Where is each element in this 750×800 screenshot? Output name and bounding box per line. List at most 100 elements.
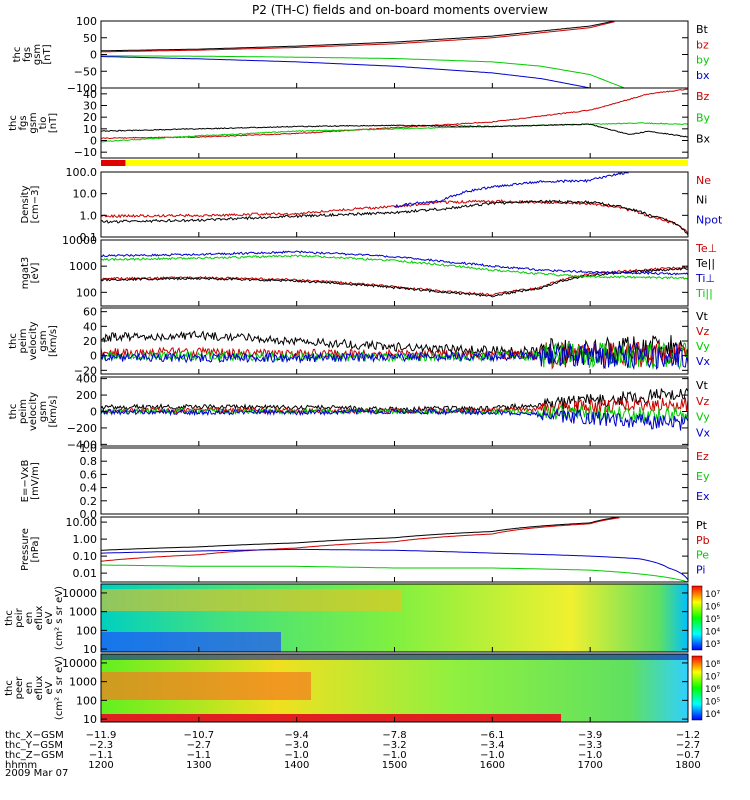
y-tick-label: 400 (76, 373, 97, 386)
panel-frame (100, 516, 689, 583)
figure-title: P2 (TH-C) fields and on-board moments ov… (252, 3, 548, 17)
y-tick-label: 30 (83, 100, 97, 113)
y-tick-label: 0.01 (73, 567, 98, 580)
y-axis-label: en (24, 682, 35, 695)
colorbar-tick-label: 10⁶ (705, 685, 720, 695)
x-tick-label: 1600 (480, 760, 505, 771)
series-line-Vx (100, 407, 689, 431)
series-line-Ti (100, 254, 688, 280)
y-axis-label: [mV/m] (30, 462, 41, 500)
y-tick-label: 100.0 (66, 166, 98, 179)
y-axis-label: (cm² s sr eV) (54, 586, 65, 650)
y-axis-label: Pressure (20, 528, 31, 571)
y-axis-label: [eV] (30, 263, 41, 284)
legend-entry-bx: bx (696, 69, 710, 82)
y-tick-label: 10.00 (66, 516, 98, 529)
x-tick-label: −11.9 (86, 730, 117, 741)
colorbar-tick-label: 10⁸ (705, 660, 720, 670)
legend-entry-By: By (696, 111, 711, 124)
legend-entry-Vz: Vz (696, 325, 710, 338)
y-axis-label: gsm (28, 112, 39, 133)
x-tick-label: −1.1 (89, 750, 113, 761)
colorbar-tick-label: 10⁴ (705, 710, 720, 720)
series-line-Vz (100, 341, 689, 370)
y-axis-label: fgs (18, 115, 29, 130)
legend-entry-Vt: Vt (696, 310, 709, 323)
x-tick-label: −1.2 (676, 730, 700, 741)
x-axis-row-label: thc_Y−GSM (5, 740, 63, 751)
series-line-Ne (100, 199, 689, 234)
x-tick-label: −3.4 (480, 740, 504, 751)
y-axis-label: peim (18, 328, 29, 353)
y-tick-label: 20 (83, 111, 97, 124)
legend-entry-Ti: Ti|| (695, 287, 713, 300)
x-tick-label: −2.7 (676, 740, 700, 751)
series-line-Pi (101, 548, 689, 580)
legend-entry-Vx: Vx (696, 355, 711, 368)
legend-entry-Te: Te⊥ (695, 242, 717, 255)
series-line-bx (101, 56, 590, 89)
y-tick-label: 0.6 (80, 468, 98, 481)
legend-entry-Npot: Npot (696, 213, 723, 226)
spectrogram-band (101, 714, 561, 722)
legend-entry-Pi: Pi (696, 563, 705, 576)
y-tick-label: −10 (74, 146, 97, 159)
series-line-Te (100, 266, 688, 297)
x-axis-row-label: thc_X−GSM (5, 730, 64, 741)
y-tick-label: −100 (67, 82, 97, 95)
y-axis-label: [cm−3] (30, 186, 41, 224)
y-tick-label: 0.2 (80, 495, 98, 508)
legend-entry-Pe: Pe (696, 549, 709, 562)
x-tick-label: 1300 (186, 760, 211, 771)
y-tick-label: 0 (90, 135, 97, 148)
x-tick-label: −7.8 (382, 730, 406, 741)
legend-entry-Ni: Ni (696, 194, 707, 207)
y-tick-label: 40 (83, 320, 97, 333)
y-tick-label: 10 (83, 713, 97, 726)
y-axis-label: velocity (28, 321, 39, 360)
y-axis-label: eflux (34, 676, 45, 701)
y-axis-label: [km/s] (48, 395, 59, 427)
x-tick-label: −1.0 (578, 750, 602, 761)
y-tick-label: 0.10 (73, 550, 98, 563)
y-axis-label: thc (8, 404, 19, 420)
x-tick-label: 1700 (577, 760, 602, 771)
y-tick-label: −20 (74, 364, 97, 377)
y-tick-label: 60 (83, 306, 97, 319)
series-line-Ni (100, 199, 689, 236)
legend-entry-Ey: Ey (696, 470, 710, 483)
y-tick-label: 100 (76, 694, 97, 707)
y-tick-label: 0.4 (80, 482, 98, 495)
legend-entry-Ti: Ti⊥ (695, 272, 715, 285)
y-tick-label: 0.0 (80, 508, 98, 521)
x-tick-label: −1.0 (285, 750, 309, 761)
y-tick-label: 10000 (62, 587, 97, 600)
y-axis-label: peir (14, 607, 25, 627)
x-axis-row-label: thc_Z−GSM (5, 750, 64, 761)
legend-entry-Bz: Bz (696, 90, 710, 103)
y-axis-label: Density (20, 185, 31, 223)
y-axis-label: mgat3 (20, 257, 31, 290)
x-tick-label: −10.7 (184, 730, 215, 741)
x-tick-label: −0.7 (676, 750, 700, 761)
y-tick-label: 100 (76, 15, 97, 28)
y-axis-label: thc (4, 610, 15, 626)
x-tick-label: 1500 (382, 760, 407, 771)
spectrogram-band (101, 589, 401, 611)
series-line-Bt (101, 20, 615, 52)
y-tick-label: −400 (67, 438, 97, 451)
panel-1: 100 50 0 −50 −100 thc fgs gsm [nT] Bt bz by bx (12, 15, 710, 95)
y-tick-label: 10 (83, 123, 97, 136)
legend-entry-by: by (696, 54, 710, 67)
x-tick-label: −9.4 (285, 730, 309, 741)
legend-entry-Pb: Pb (696, 534, 710, 547)
legend-entry-Ex: Ex (696, 490, 710, 503)
spectrogram-band (101, 672, 311, 700)
y-axis-label: velocity (28, 392, 39, 431)
x-tick-label: 1400 (284, 760, 309, 771)
panel-4: 10000 1000 100 mgat3 [eV] Te⊥ Te|| Ti⊥ Ti|| (20, 234, 717, 307)
x-tick-label: −1.0 (382, 750, 406, 761)
spectrogram-band (101, 632, 281, 652)
